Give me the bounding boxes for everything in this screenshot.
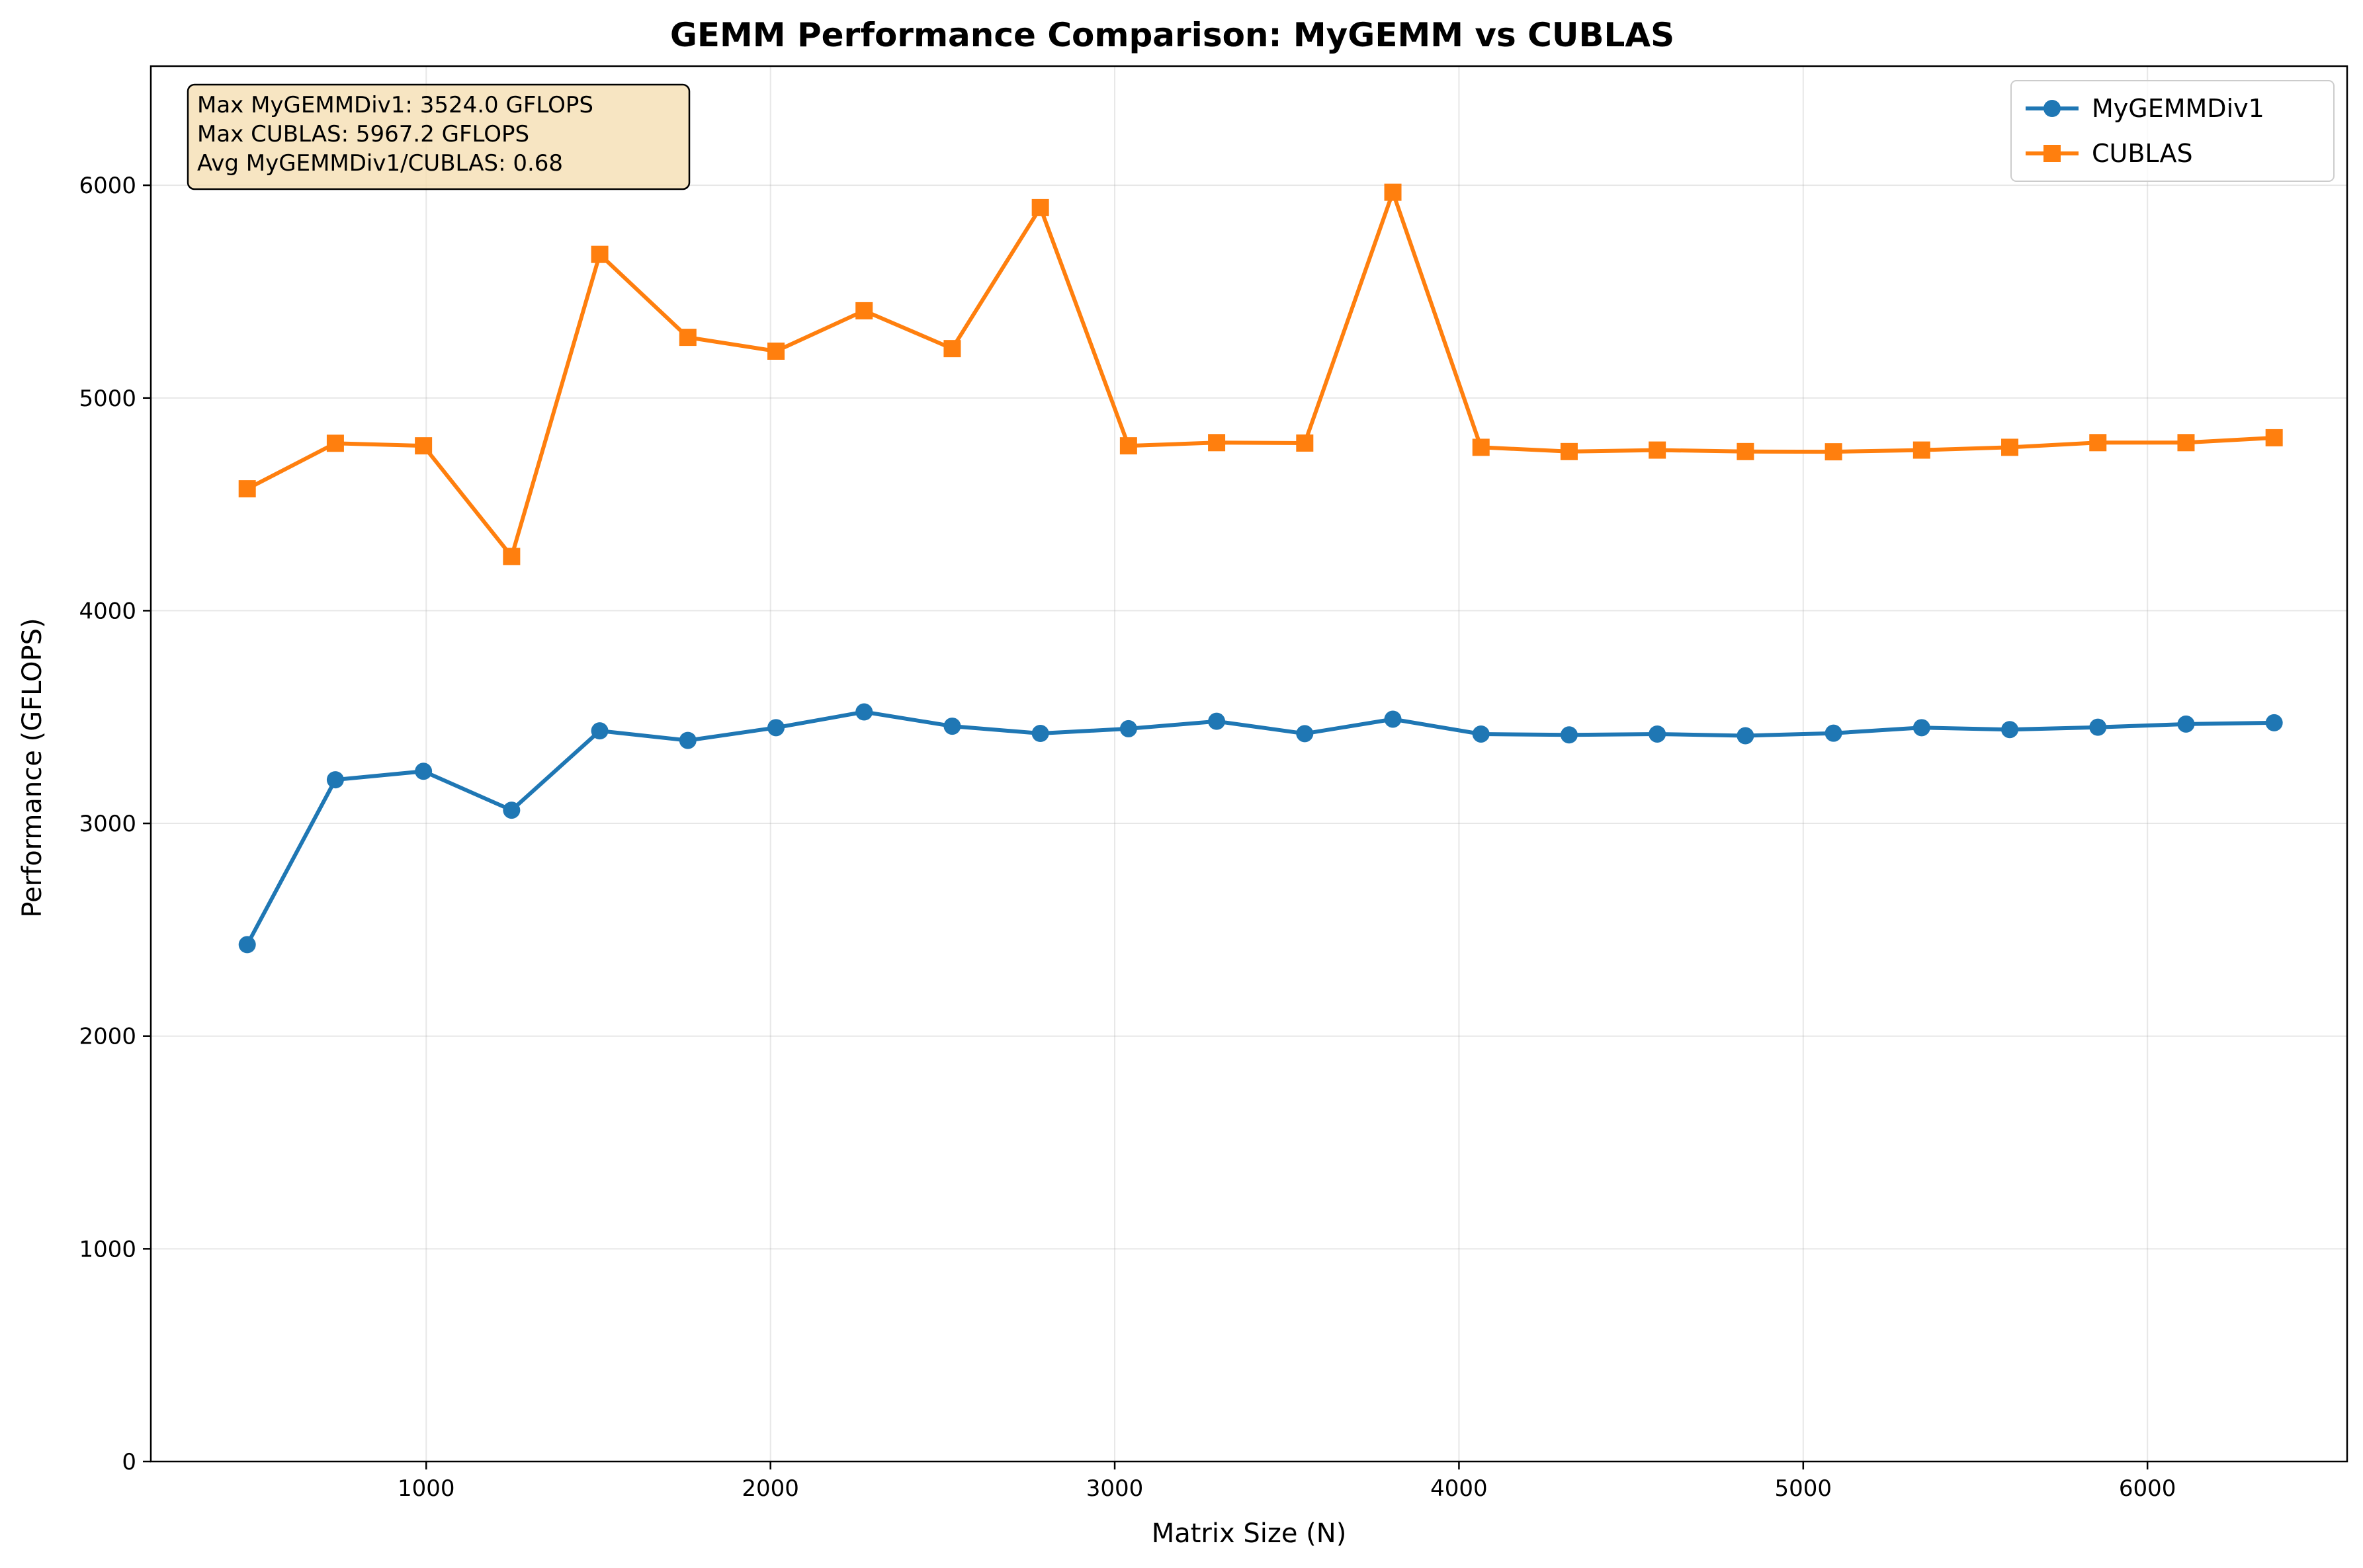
x-tick-label: 1000 xyxy=(398,1475,455,1502)
data-point xyxy=(2177,434,2195,452)
x-tick-label: 2000 xyxy=(742,1475,799,1502)
y-tick-label: 6000 xyxy=(79,173,136,199)
data-point xyxy=(415,763,433,780)
data-point xyxy=(238,936,256,954)
series-line xyxy=(245,710,2274,946)
data-point xyxy=(591,722,609,740)
data-point xyxy=(326,771,344,789)
data-point xyxy=(943,340,961,358)
data-point xyxy=(1472,438,1490,456)
data-point xyxy=(238,480,256,498)
data-point xyxy=(1208,434,1226,452)
y-tick-label: 5000 xyxy=(79,386,136,412)
series-mygemmdiv1 xyxy=(238,703,2283,954)
chart-title: GEMM Performance Comparison: MyGEMM vs C… xyxy=(670,16,1674,54)
data-point xyxy=(679,731,697,749)
data-point xyxy=(1472,725,1490,743)
data-point xyxy=(679,329,697,347)
data-point xyxy=(1384,183,1402,201)
data-point xyxy=(2089,434,2107,452)
data-point xyxy=(1560,442,1578,460)
data-point xyxy=(1912,719,1930,737)
data-point xyxy=(1912,441,1930,459)
data-point xyxy=(326,434,344,452)
series-line xyxy=(246,190,2274,559)
y-tick-label: 0 xyxy=(122,1449,136,1475)
data-point xyxy=(1119,437,1137,455)
data-point xyxy=(2177,715,2195,733)
data-point xyxy=(767,343,785,360)
data-point xyxy=(503,548,521,565)
data-point xyxy=(1560,726,1578,744)
legend-item: CUBLAS xyxy=(2026,139,2193,168)
legend-swatch-marker xyxy=(2043,100,2061,117)
x-tick-label: 6000 xyxy=(2119,1475,2176,1502)
x-axis-label: Matrix Size (N) xyxy=(1152,1518,1347,1549)
data-point xyxy=(1825,443,1842,461)
x-axis-ticks: 1000 2000 3000 4000 5000 6000 xyxy=(398,1462,2176,1502)
annotation-frame xyxy=(187,83,691,190)
legend-label: CUBLAS xyxy=(2092,139,2193,168)
data-point xyxy=(1825,724,1842,742)
data-point xyxy=(855,703,873,721)
legend-frame xyxy=(2010,80,2335,182)
series-cublas xyxy=(238,183,2283,565)
data-point xyxy=(1119,720,1137,737)
y-tick-label: 1000 xyxy=(79,1236,136,1262)
data-point xyxy=(2089,718,2107,736)
data-point xyxy=(415,437,433,455)
data-point xyxy=(1737,442,1754,460)
legend: MyGEMMDiv1 CUBLAS xyxy=(2010,80,2335,182)
stats-annotation-box: Max MyGEMMDiv1: 3524.0 GFLOPS Max CUBLAS:… xyxy=(187,83,691,190)
data-point xyxy=(1296,725,1314,743)
y-tick-label: 2000 xyxy=(79,1024,136,1050)
data-point xyxy=(1384,710,1402,728)
data-point xyxy=(855,302,873,319)
annotation-line: Avg MyGEMMDiv1/CUBLAS: 0.68 xyxy=(197,150,563,177)
x-tick-label: 3000 xyxy=(1086,1475,1144,1502)
data-point xyxy=(2265,714,2283,731)
x-tick-label: 5000 xyxy=(1775,1475,1832,1502)
data-point xyxy=(1031,198,1049,216)
grid-lines xyxy=(151,66,2347,1462)
annotation-line: Max MyGEMMDiv1: 3524.0 GFLOPS xyxy=(197,92,593,118)
y-tick-label: 3000 xyxy=(79,811,136,837)
data-point xyxy=(503,802,521,819)
data-point xyxy=(943,718,961,735)
plot-area-frame xyxy=(150,65,2348,1463)
legend-label: MyGEMMDiv1 xyxy=(2092,94,2264,123)
legend-item: MyGEMMDiv1 xyxy=(2026,94,2264,123)
data-point xyxy=(1737,727,1754,745)
data-point xyxy=(2265,429,2283,446)
data-point xyxy=(1649,441,1666,459)
y-axis-label: Performance (GFLOPS) xyxy=(17,618,48,917)
data-point xyxy=(1031,725,1049,743)
y-axis-ticks: 0 1000 2000 3000 4000 5000 6000 xyxy=(79,173,151,1475)
y-tick-label: 4000 xyxy=(79,598,136,624)
x-tick-label: 4000 xyxy=(1430,1475,1488,1502)
legend-swatch-marker xyxy=(2043,145,2061,162)
data-point xyxy=(1649,725,1666,743)
data-point xyxy=(2001,438,2019,456)
data-point xyxy=(1208,712,1226,730)
data-point xyxy=(2001,721,2019,739)
series-layer xyxy=(238,183,2283,954)
annotation-line: Max CUBLAS: 5967.2 GFLOPS xyxy=(197,121,529,147)
data-point xyxy=(591,245,609,263)
data-point xyxy=(1296,434,1314,452)
data-point xyxy=(767,719,785,737)
